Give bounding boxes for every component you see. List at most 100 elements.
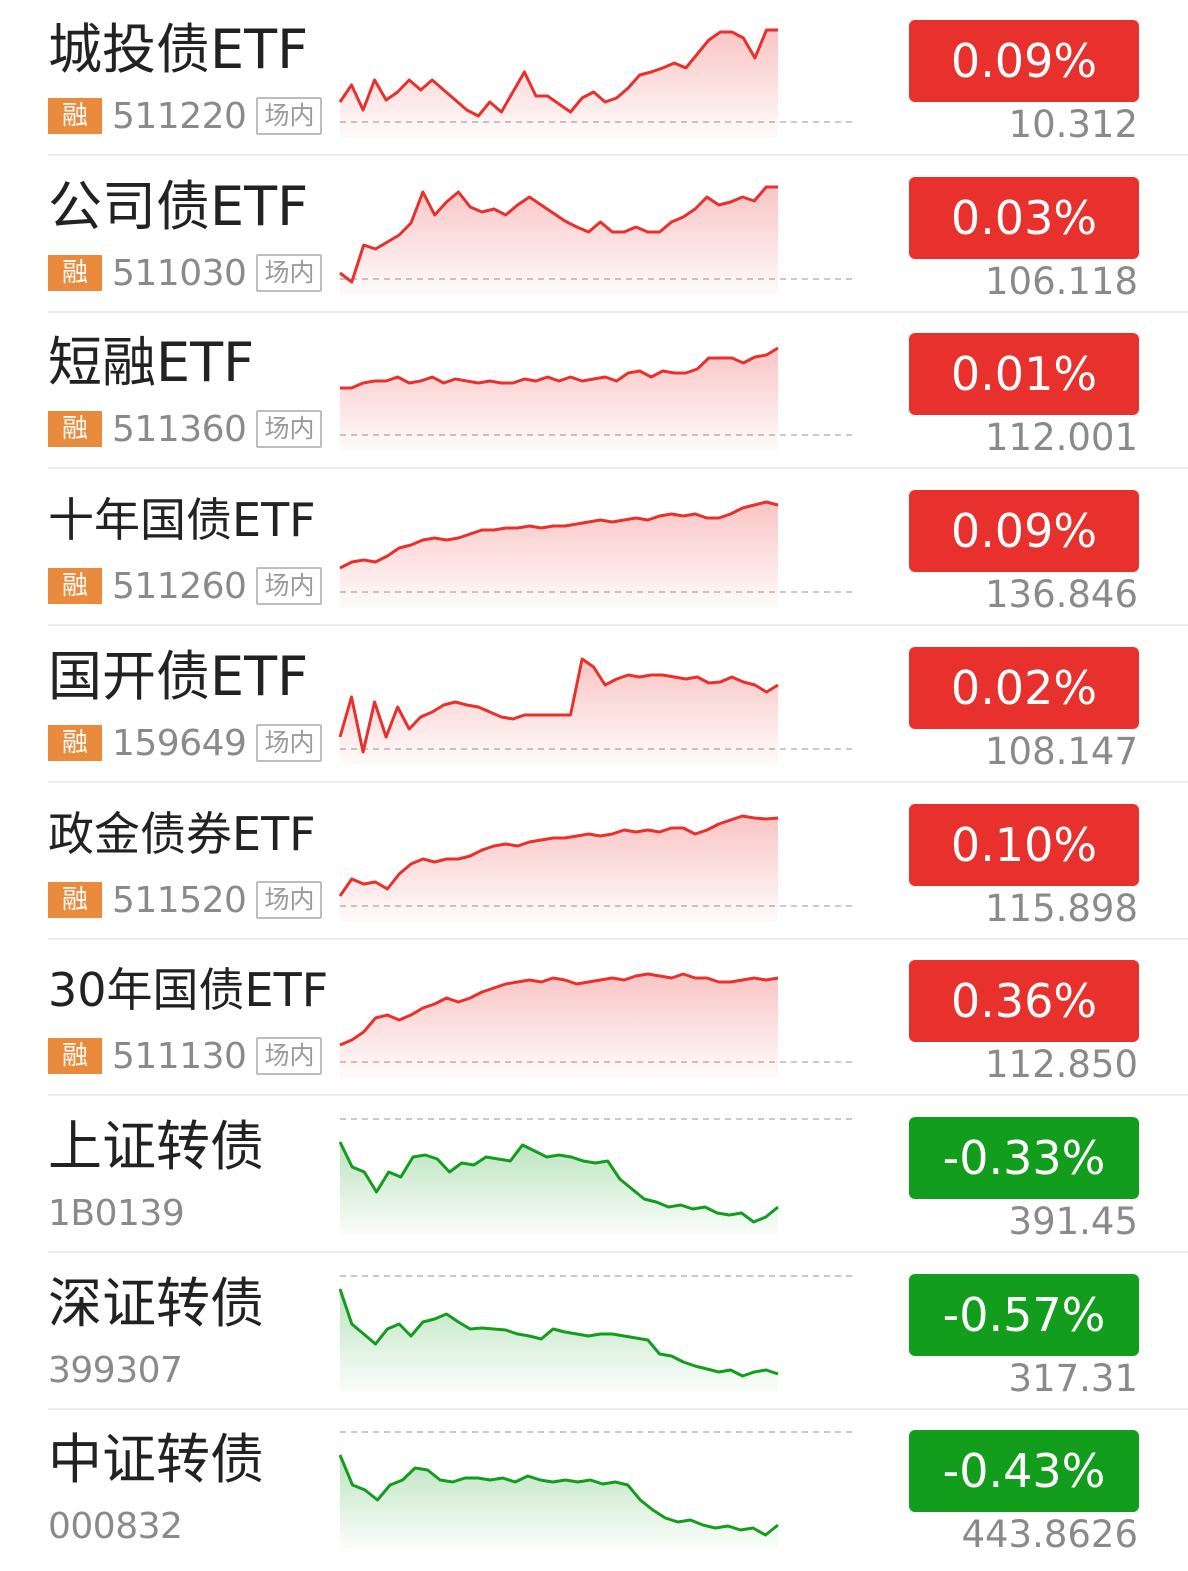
change-badge[interactable]: 0.01%	[909, 333, 1139, 415]
margin-tag: 融	[48, 725, 102, 761]
sparkline-chart	[339, 500, 852, 608]
margin-tag: 融	[48, 882, 102, 918]
list-item[interactable]: 十年国债ETF 融 511260 场内 0.09% 136.846	[0, 470, 1188, 626]
security-code: 511130	[112, 1035, 247, 1077]
security-meta: 融 511360 场内	[48, 407, 323, 451]
security-code: 399307	[48, 1349, 183, 1391]
sparkline-line	[338, 657, 779, 754]
sparkline-area	[340, 816, 778, 922]
security-meta: 融 159649 场内	[48, 721, 323, 765]
security-name: 城投债ETF	[48, 18, 309, 81]
sparkline-line	[339, 972, 779, 1047]
market-tag: 场内	[256, 254, 323, 292]
security-name: 中证转债	[48, 1428, 264, 1491]
security-meta: 1B0139	[48, 1191, 185, 1235]
sparkline-area	[340, 502, 778, 608]
last-price: 112.850	[984, 1043, 1138, 1086]
margin-tag: 融	[48, 1038, 102, 1074]
list-item[interactable]: 深证转债 399307 -0.57% 317.31	[0, 1254, 1188, 1410]
change-badge[interactable]: -0.43%	[909, 1430, 1139, 1512]
sparkline-chart	[338, 814, 852, 922]
security-meta: 融 511220 场内	[48, 94, 323, 138]
security-meta: 融 511130 场内	[48, 1034, 323, 1078]
market-tag: 场内	[256, 97, 323, 135]
last-price: 136.846	[984, 573, 1138, 616]
last-price: 443.8626	[961, 1513, 1138, 1556]
margin-tag: 融	[48, 411, 102, 447]
market-tag: 场内	[256, 567, 323, 605]
security-code: 511520	[112, 879, 247, 921]
security-name: 深证转债	[48, 1272, 264, 1335]
list-item[interactable]: 中证转债 000832 -0.43% 443.8626	[0, 1410, 1188, 1566]
sparkline-chart	[338, 657, 852, 765]
margin-tag: 融	[48, 255, 102, 291]
change-badge[interactable]: 0.02%	[909, 647, 1139, 729]
list-item[interactable]: 上证转债 1B0139 -0.33% 391.45	[0, 1097, 1188, 1253]
sparkline-line	[338, 814, 779, 897]
sparkline-line	[338, 1288, 779, 1378]
last-price: 112.001	[984, 416, 1138, 459]
security-name: 国开债ETF	[48, 645, 309, 708]
security-name: 上证转债	[48, 1115, 264, 1178]
list-item[interactable]: 国开债ETF 融 159649 场内 0.02% 108.147	[0, 627, 1188, 783]
sparkline-area	[340, 30, 778, 138]
last-price: 391.45	[1008, 1200, 1138, 1243]
last-price: 115.898	[984, 887, 1138, 930]
sparkline-area	[340, 1289, 778, 1392]
security-code: 000832	[48, 1505, 183, 1547]
sparkline-area	[340, 187, 778, 295]
security-name: 短融ETF	[48, 331, 255, 394]
security-meta: 融 511260 场内	[48, 564, 323, 608]
change-badge[interactable]: 0.09%	[909, 20, 1139, 102]
list-item[interactable]: 短融ETF 融 511360 场内 0.01% 112.001	[0, 313, 1188, 469]
change-badge[interactable]: 0.03%	[909, 177, 1139, 259]
change-badge[interactable]: 0.36%	[909, 960, 1139, 1042]
sparkline-area	[340, 974, 778, 1078]
sparkline-line	[338, 1141, 779, 1224]
sparkline-line	[340, 346, 779, 390]
margin-tag: 融	[48, 568, 102, 604]
sparkline-line	[339, 500, 779, 570]
margin-tag: 融	[48, 98, 102, 134]
security-name: 30年国债ETF	[48, 963, 329, 1017]
security-meta: 融 511030 场内	[48, 251, 323, 295]
last-price: 317.31	[1008, 1357, 1138, 1400]
market-tag: 场内	[256, 410, 323, 448]
sparkline-line	[339, 185, 778, 284]
security-code: 511360	[112, 408, 247, 450]
sparkline-line	[338, 28, 778, 118]
sparkline-chart	[338, 1118, 852, 1235]
market-tag: 场内	[256, 1037, 323, 1075]
security-name: 十年国债ETF	[48, 493, 316, 547]
last-price: 108.147	[984, 730, 1138, 773]
list-item[interactable]: 公司债ETF 融 511030 场内 0.03% 106.118	[0, 157, 1188, 313]
security-code: 1B0139	[48, 1192, 185, 1234]
sparkline-area	[340, 1142, 778, 1235]
list-item[interactable]: 30年国债ETF 融 511130 场内 0.36% 112.850	[0, 940, 1188, 1096]
sparkline-area	[340, 659, 778, 765]
change-badge[interactable]: -0.57%	[909, 1274, 1139, 1356]
last-price: 10.312	[1008, 103, 1138, 146]
security-meta: 399307	[48, 1348, 183, 1392]
list-item[interactable]: 政金债券ETF 融 511520 场内 0.10% 115.898	[0, 784, 1188, 940]
security-code: 511220	[112, 95, 247, 137]
sparkline-area	[340, 348, 778, 451]
security-meta: 融 511520 场内	[48, 878, 323, 922]
sparkline-area	[340, 1455, 778, 1548]
sparkline-chart	[339, 972, 852, 1078]
list-item[interactable]: 城投债ETF 融 511220 场内 0.09% 10.312	[0, 0, 1188, 156]
market-tag: 场内	[256, 881, 323, 919]
sparkline-line	[338, 1454, 779, 1537]
security-name: 公司债ETF	[48, 175, 309, 238]
security-code: 511260	[112, 565, 247, 607]
change-badge[interactable]: 0.09%	[909, 490, 1139, 572]
last-price: 106.118	[984, 260, 1138, 303]
sparkline-chart	[340, 346, 852, 451]
security-code: 159649	[112, 722, 247, 764]
security-code: 511030	[112, 252, 247, 294]
sparkline-chart	[338, 1431, 852, 1548]
market-tag: 场内	[256, 724, 323, 762]
change-badge[interactable]: 0.10%	[909, 804, 1139, 886]
change-badge[interactable]: -0.33%	[909, 1117, 1139, 1199]
